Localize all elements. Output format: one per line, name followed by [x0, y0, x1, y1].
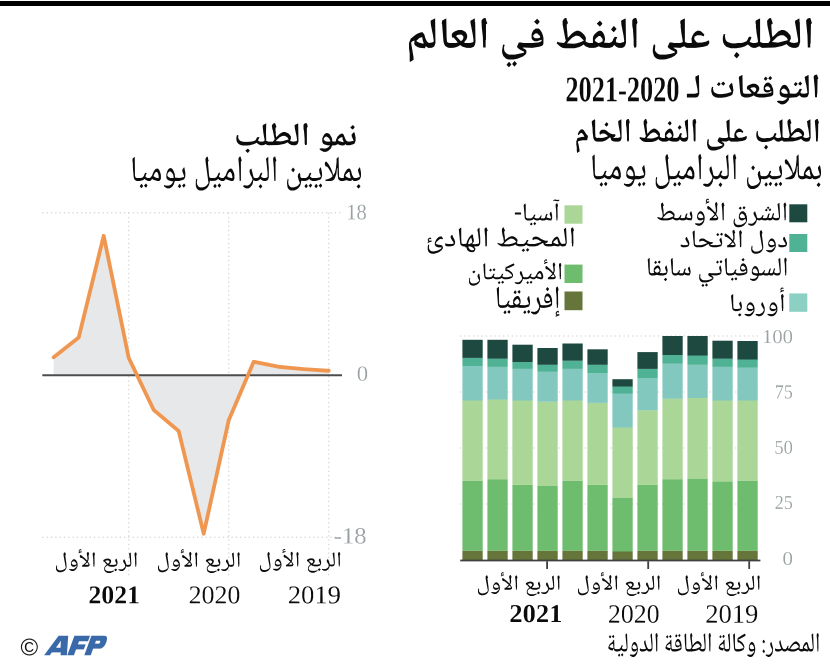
- svg-text:©: ©: [21, 634, 39, 661]
